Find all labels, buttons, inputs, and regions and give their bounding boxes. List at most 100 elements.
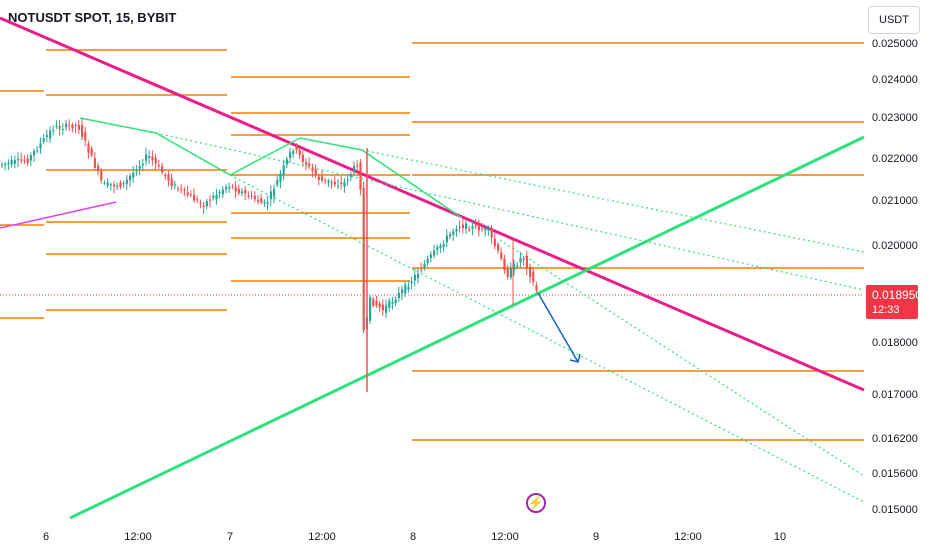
candle-body bbox=[109, 184, 112, 186]
candle-body bbox=[314, 168, 317, 176]
candle-body bbox=[394, 299, 397, 304]
candle-body bbox=[205, 201, 208, 207]
candle-body bbox=[231, 186, 234, 188]
candle-body bbox=[244, 189, 247, 194]
candle-body bbox=[103, 182, 106, 184]
x-tick-label: 8 bbox=[410, 531, 416, 543]
candle-body bbox=[407, 287, 410, 290]
candle-body bbox=[138, 166, 141, 169]
candle-body bbox=[273, 189, 276, 197]
candle-body bbox=[65, 123, 68, 128]
candle-body bbox=[410, 281, 413, 284]
candle-body bbox=[257, 199, 260, 202]
candle-body bbox=[343, 182, 346, 187]
y-tick-label: 0.020000 bbox=[872, 240, 918, 252]
candle-body bbox=[378, 303, 381, 308]
candle-body bbox=[311, 168, 314, 171]
candle-body bbox=[321, 176, 324, 181]
candle-body bbox=[356, 165, 359, 167]
candle-body bbox=[119, 182, 122, 188]
candle-body bbox=[42, 138, 45, 142]
candle-body bbox=[145, 154, 148, 161]
horizontal-levels bbox=[0, 42, 864, 441]
candle-body bbox=[282, 165, 285, 175]
candle-body bbox=[157, 165, 160, 167]
y-tick-label: 0.018000 bbox=[872, 337, 918, 349]
candle-body bbox=[74, 124, 77, 127]
candle-body bbox=[481, 228, 484, 230]
candle-body bbox=[221, 189, 224, 195]
candle-body bbox=[423, 263, 426, 269]
candle-body bbox=[193, 194, 196, 201]
candle-body bbox=[404, 284, 407, 294]
candle-body bbox=[122, 182, 125, 184]
candle-body bbox=[196, 199, 199, 201]
swing-high-path bbox=[79, 117, 463, 219]
candle-body bbox=[90, 148, 93, 156]
candle-body bbox=[490, 229, 493, 238]
candle-body bbox=[77, 125, 80, 130]
candle-body bbox=[189, 194, 192, 196]
currency-button[interactable]: USDT bbox=[868, 6, 920, 34]
candle-body bbox=[100, 170, 103, 181]
candle-body bbox=[186, 192, 189, 196]
candle-body bbox=[375, 300, 378, 306]
dotted-channel-line bbox=[499, 239, 865, 477]
candle-body bbox=[295, 145, 298, 151]
candle-body bbox=[455, 228, 458, 232]
candle-body bbox=[305, 162, 308, 165]
candle-body bbox=[532, 271, 535, 283]
candle-body bbox=[26, 158, 29, 163]
candle-body bbox=[45, 135, 48, 138]
candle-body bbox=[228, 187, 231, 189]
candle-body bbox=[497, 244, 500, 251]
candle-body bbox=[7, 162, 10, 165]
candle-body bbox=[417, 273, 420, 279]
candle-body bbox=[164, 174, 167, 176]
candle-body bbox=[327, 180, 330, 183]
candle-body bbox=[180, 188, 183, 190]
candle-body bbox=[503, 258, 506, 271]
pink-channel-line bbox=[0, 201, 117, 229]
candle-body bbox=[260, 197, 263, 203]
dotted-channel-line bbox=[361, 149, 865, 253]
candle-body bbox=[87, 143, 90, 153]
candle-body bbox=[61, 128, 64, 130]
candle-body bbox=[125, 179, 128, 184]
candle-body bbox=[461, 224, 464, 229]
candle-body bbox=[36, 150, 39, 152]
candle-body bbox=[215, 194, 218, 200]
candle-body bbox=[337, 185, 340, 187]
candle-body bbox=[68, 124, 71, 126]
candle-body bbox=[500, 252, 503, 259]
candle-body bbox=[420, 269, 423, 271]
dotted-channel-line bbox=[229, 174, 865, 503]
candle-body bbox=[141, 163, 144, 166]
candle-body bbox=[135, 171, 138, 173]
candle-body bbox=[458, 226, 461, 228]
x-tick-label: 6 bbox=[43, 531, 49, 543]
candle-body bbox=[218, 192, 221, 194]
candle-body bbox=[113, 184, 116, 187]
candle-body bbox=[397, 292, 400, 299]
y-tick-label: 0.023000 bbox=[872, 112, 918, 124]
projection-arrow bbox=[537, 292, 579, 363]
candle-body bbox=[477, 225, 480, 231]
candle-body bbox=[522, 258, 525, 260]
candle-body bbox=[372, 298, 375, 306]
candle-body bbox=[148, 156, 151, 159]
chart-title: NOTUSDT SPOT, 15, BYBIT bbox=[8, 10, 177, 25]
candle-body bbox=[429, 254, 432, 259]
candle-body bbox=[39, 143, 42, 149]
candle-body bbox=[247, 196, 250, 198]
candle-body bbox=[263, 201, 266, 204]
candle-body bbox=[487, 228, 490, 231]
lightning-bolt-icon[interactable]: ⚡ bbox=[526, 493, 546, 513]
candle-body bbox=[52, 129, 55, 132]
x-tick-label: 12:00 bbox=[308, 531, 336, 543]
candle-body bbox=[234, 186, 237, 192]
candle-body bbox=[333, 182, 336, 185]
candle-body bbox=[116, 185, 119, 187]
candle-body bbox=[349, 174, 352, 178]
